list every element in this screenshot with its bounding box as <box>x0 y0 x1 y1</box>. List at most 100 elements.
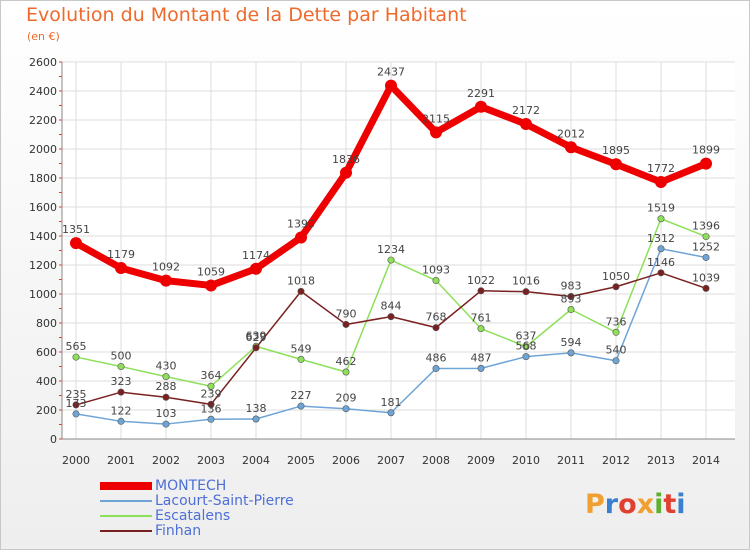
data-label: 768 <box>426 311 447 324</box>
data-point <box>432 324 440 332</box>
data-point <box>477 287 485 295</box>
legend-label: Finhan <box>155 523 202 539</box>
data-point <box>612 328 620 336</box>
x-tick-label: 2007 <box>377 454 405 467</box>
data-point <box>522 288 530 296</box>
x-tick-label: 2012 <box>602 454 630 467</box>
data-label: 1174 <box>242 249 270 262</box>
data-point <box>612 357 620 365</box>
data-label: 736 <box>606 315 627 328</box>
data-point <box>207 415 215 423</box>
data-point <box>252 415 260 423</box>
plot-area <box>62 62 735 439</box>
y-tick-label: 2200 <box>29 114 57 127</box>
data-label: 549 <box>291 342 312 355</box>
data-label: 1050 <box>602 270 630 283</box>
data-label: 639 <box>246 329 267 342</box>
data-label: 1519 <box>647 202 675 215</box>
data-label: 430 <box>156 360 177 373</box>
data-point <box>162 393 170 401</box>
data-point <box>117 417 125 425</box>
data-point <box>250 262 262 275</box>
data-point <box>612 283 620 291</box>
chart-unit: (en €) <box>27 30 60 43</box>
data-point <box>700 157 712 170</box>
data-label: 173 <box>66 397 87 410</box>
y-tick-label: 200 <box>36 404 57 417</box>
logo-letter: r <box>604 489 619 520</box>
data-label: 1039 <box>692 271 720 284</box>
y-tick-label: 400 <box>36 375 57 388</box>
data-point <box>567 349 575 357</box>
y-tick-label: 600 <box>36 346 57 359</box>
data-point <box>520 118 532 131</box>
data-label: 1059 <box>197 265 225 278</box>
data-point <box>430 126 442 139</box>
data-point <box>117 362 125 370</box>
data-label: 540 <box>606 344 627 357</box>
data-label: 637 <box>516 330 537 343</box>
data-point <box>160 274 172 287</box>
data-point <box>567 292 575 300</box>
data-label: 209 <box>336 392 357 405</box>
x-tick-label: 2006 <box>332 454 360 467</box>
data-point <box>702 253 710 261</box>
data-label: 1234 <box>377 243 405 256</box>
data-point <box>342 368 350 376</box>
legend-swatch <box>100 482 152 490</box>
data-label: 629 <box>246 331 267 344</box>
data-label: 181 <box>381 396 402 409</box>
data-label: 1390 <box>287 217 315 230</box>
data-label: 761 <box>471 312 492 325</box>
data-point <box>432 365 440 373</box>
data-point <box>72 353 80 361</box>
data-point <box>657 245 665 253</box>
data-point <box>342 405 350 413</box>
data-point <box>702 233 710 241</box>
x-tick-label: 2011 <box>557 454 585 467</box>
data-point <box>72 401 80 409</box>
data-label: 288 <box>156 380 177 393</box>
data-point <box>385 79 397 92</box>
data-point <box>297 287 305 295</box>
data-point <box>340 166 352 179</box>
x-tick-label: 2005 <box>287 454 315 467</box>
data-label: 1092 <box>152 261 180 274</box>
data-label: 235 <box>66 388 87 401</box>
data-label: 893 <box>561 293 582 306</box>
data-point <box>522 353 530 361</box>
data-label: 1836 <box>332 153 360 166</box>
data-point <box>115 262 127 275</box>
y-tick-label: 2400 <box>29 85 57 98</box>
data-label: 1899 <box>692 144 720 157</box>
data-point <box>522 343 530 351</box>
data-label: 2437 <box>377 66 405 79</box>
data-label: 2291 <box>467 87 495 100</box>
data-point <box>205 279 217 292</box>
proxiti-logo: Proxiti <box>585 489 686 520</box>
data-point <box>567 306 575 314</box>
y-tick-label: 1600 <box>29 201 57 214</box>
data-point <box>477 364 485 372</box>
legend-label: MONTECH <box>155 478 227 494</box>
data-label: 2012 <box>557 127 585 140</box>
data-label: 136 <box>201 402 222 415</box>
data-label: 323 <box>111 375 132 388</box>
data-point <box>162 373 170 381</box>
data-point <box>162 420 170 428</box>
x-tick-label: 2014 <box>692 454 720 467</box>
legend-label: Escatalens <box>155 508 231 524</box>
data-label: 103 <box>156 407 177 420</box>
data-point <box>655 176 667 189</box>
logo-letter: i <box>654 489 664 520</box>
data-label: 1772 <box>647 162 675 175</box>
data-point <box>657 215 665 223</box>
data-label: 2172 <box>512 104 540 117</box>
data-label: 1018 <box>287 274 315 287</box>
data-label: 122 <box>111 404 132 417</box>
data-label: 594 <box>561 336 582 349</box>
y-tick-label: 1800 <box>29 172 57 185</box>
data-point <box>297 402 305 410</box>
data-label: 486 <box>426 352 447 365</box>
